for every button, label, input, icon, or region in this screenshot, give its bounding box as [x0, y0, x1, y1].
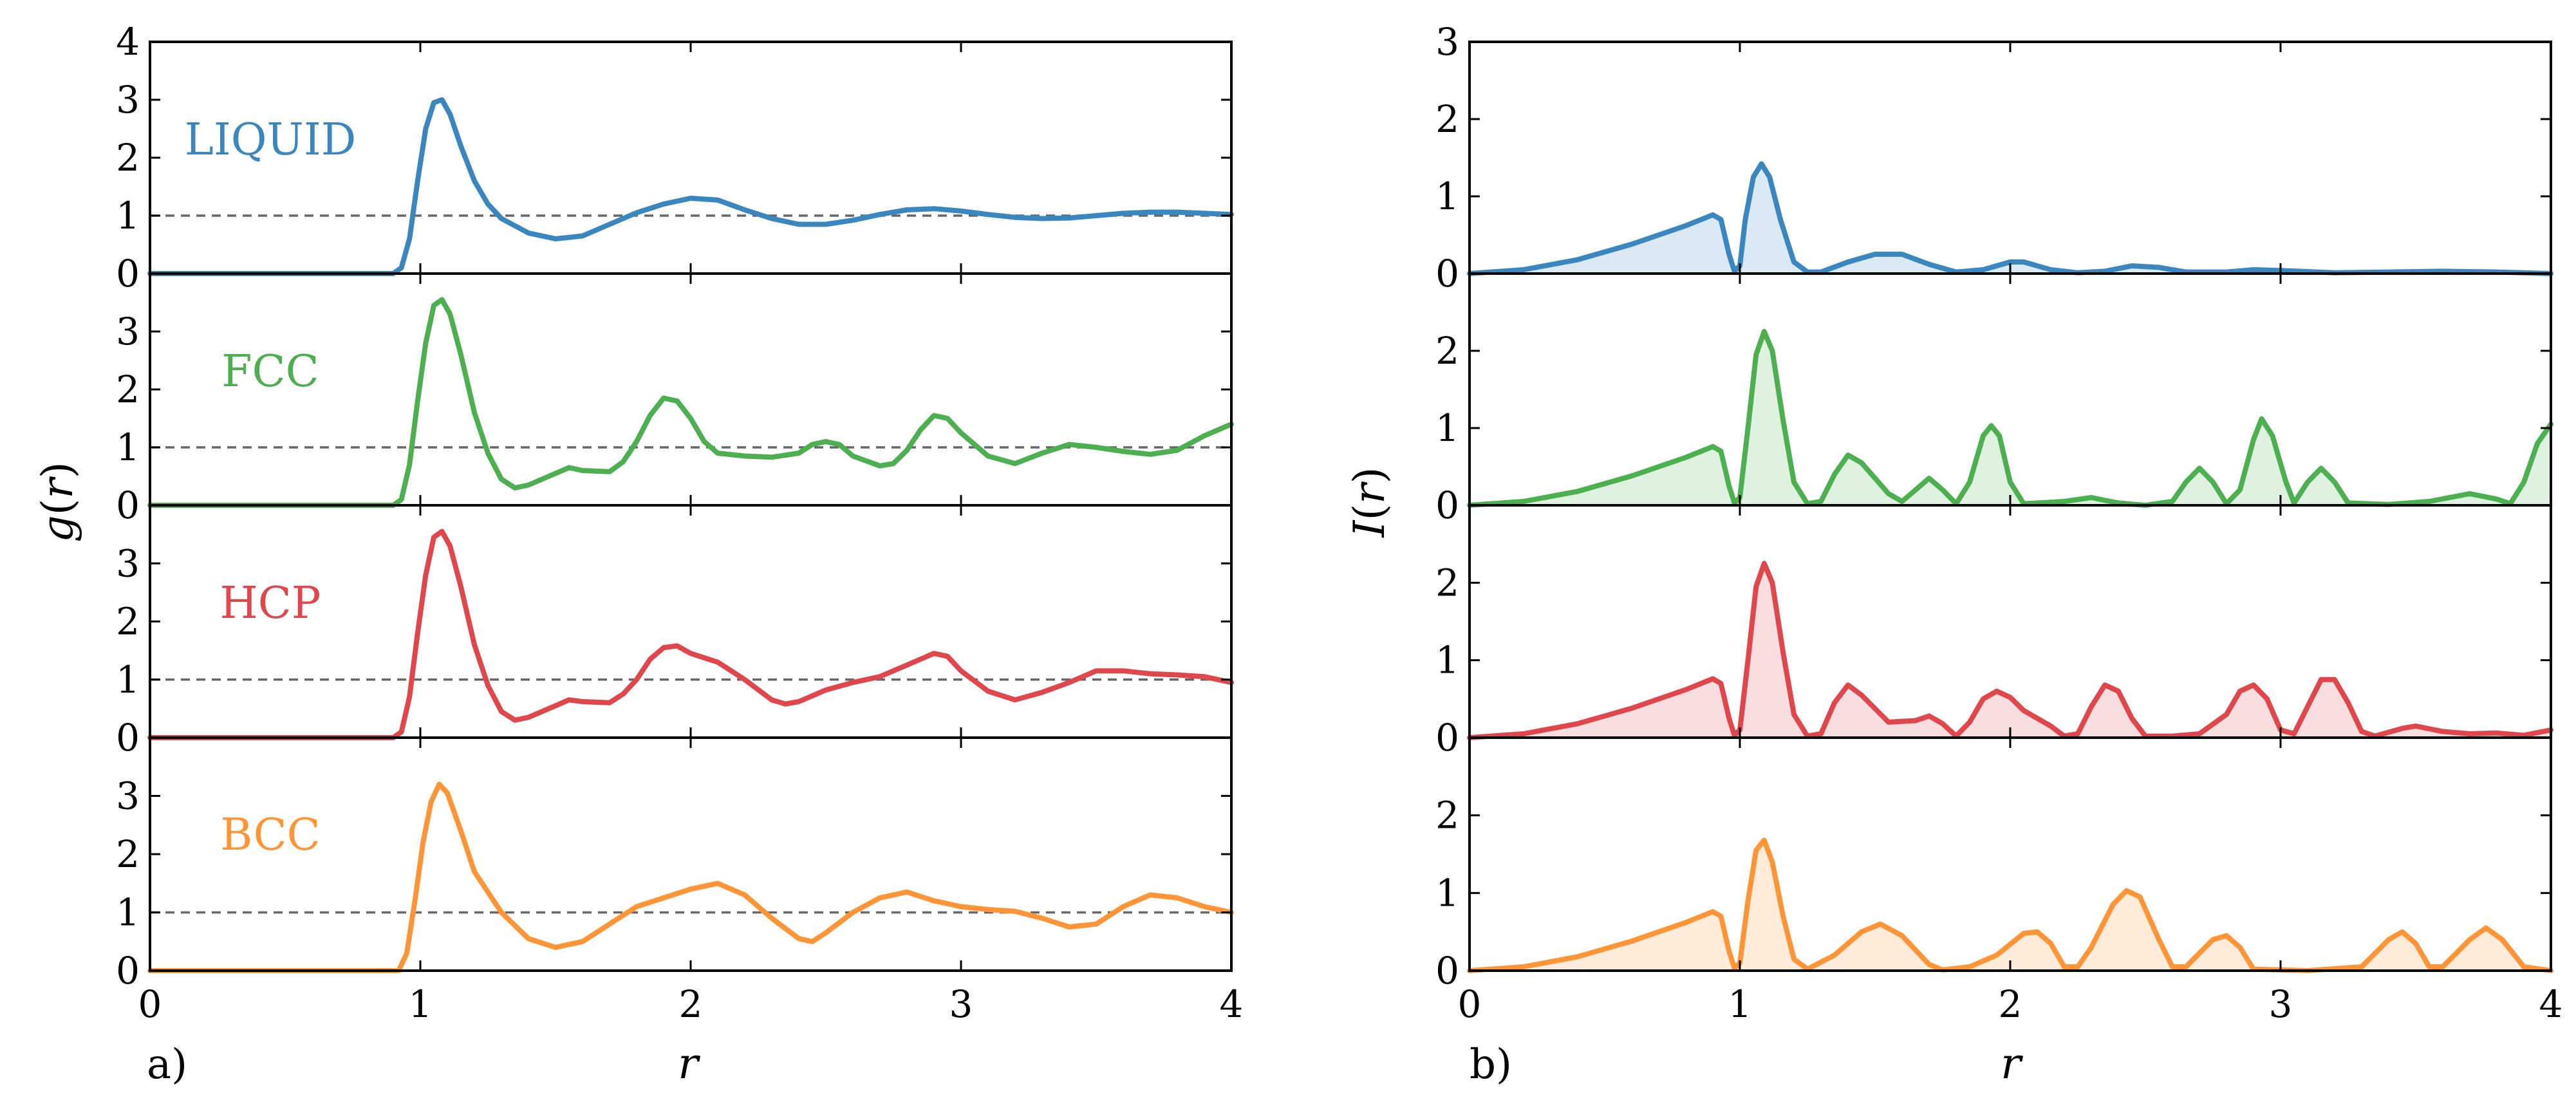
y-tick-label: 0 [1435, 483, 1459, 527]
y-tick-label: 1 [1435, 406, 1459, 450]
subplot-fcc: 0 1 2 [1435, 272, 2553, 527]
y-tick-label: 4 [116, 20, 140, 64]
y-tick-label: 1 [116, 194, 140, 238]
y-tick-label: 3 [1435, 20, 1459, 64]
series-label-liquid: LIQUID [185, 115, 356, 165]
y-tick-label: 0 [1435, 716, 1459, 760]
series-line-liquid [1467, 161, 2553, 276]
series-label-fcc: FCC [221, 346, 319, 397]
series-line-hcp [1467, 561, 2553, 740]
y-tick-label: 0 [116, 483, 140, 527]
panel-b-ylabel-close-paren: ) [1345, 467, 1394, 483]
x-tick-label: 2 [679, 982, 703, 1026]
y-tick-label: 2 [1435, 561, 1459, 604]
panel-b-label: b) [1470, 1041, 1512, 1088]
x-tick-label: 0 [1458, 982, 1482, 1026]
panel-a-ylabel-func: g [33, 515, 82, 542]
panel-a-ylabel-close-paren: ) [33, 462, 82, 478]
subplot-frame [1468, 41, 2552, 275]
y-tick-label: 2 [1435, 794, 1459, 837]
subplot-bcc: 0 1 2 [1435, 736, 2553, 993]
y-tick-label: 3 [116, 774, 140, 818]
series-fill-hcp [1470, 563, 2551, 738]
subplot-bcc: 0 1 2 3 BCC [116, 736, 1234, 993]
panel-b-ir-chart: 0 1 2 3 0 1 2 0 1 2 0 1 2 0 1 2 3 4 [1435, 20, 2562, 1026]
panel-a-ylabel: g(r) [33, 462, 82, 542]
y-tick-label: 2 [116, 136, 140, 180]
y-tick-label: 0 [116, 716, 140, 760]
panel-b-ylabel-var: r [1345, 481, 1394, 504]
subplot-fcc: 0 1 2 3 FCC [116, 272, 1234, 527]
y-tick-label: 1 [1435, 639, 1459, 682]
subplot-hcp: 0 1 2 [1435, 504, 2553, 760]
y-tick-label: 2 [1435, 97, 1459, 141]
y-tick-label: 2 [116, 832, 140, 876]
series-line-fcc [1467, 329, 2553, 508]
subplot-frame [1468, 736, 2552, 972]
y-tick-label: 2 [116, 368, 140, 411]
x-tick-label: 2 [1999, 982, 2022, 1026]
x-tick-label: 4 [1220, 982, 1244, 1026]
x-tick-label: 3 [2269, 982, 2293, 1026]
panel-a-label: a) [147, 1041, 187, 1088]
y-tick-label: 3 [116, 310, 140, 353]
y-tick-label: 0 [1435, 252, 1459, 295]
panel-b-ylabel-open-paren: ( [1345, 504, 1394, 521]
y-tick-label: 0 [1435, 949, 1459, 993]
y-tick-label: 1 [116, 425, 140, 469]
x-tick-label: 3 [949, 982, 973, 1026]
y-tick-label: 1 [1435, 174, 1459, 218]
x-tick-label: 1 [409, 982, 433, 1026]
series-line-fcc [147, 297, 1234, 508]
series-label-hcp: HCP [219, 578, 321, 629]
y-tick-label: 0 [116, 252, 140, 295]
subplot-liquid: 0 1 2 3 4 LIQUID [116, 20, 1234, 295]
x-tick-label: 0 [138, 982, 162, 1026]
panel-a-gr-chart: 0 1 2 3 4 LIQUID 0 1 2 3 FCC 0 1 2 3 HCP 0 1 2 3 BCC 0 1 2 3 4 [116, 20, 1243, 1026]
y-tick-label: 1 [116, 891, 140, 935]
y-tick-label: 3 [116, 78, 140, 122]
y-tick-label: 3 [116, 541, 140, 585]
series-label-bcc: BCC [220, 810, 320, 861]
panel-b-xlabel: r [2001, 1039, 2023, 1088]
y-tick-label: 1 [116, 658, 140, 702]
panel-b-ylabel: I(r) [1345, 467, 1394, 537]
y-tick-label: 2 [1435, 329, 1459, 373]
panel-b-ylabel-func: I [1345, 519, 1394, 538]
y-tick-label: 2 [116, 600, 140, 644]
x-tick-label: 4 [2539, 982, 2563, 1026]
series-fill-liquid [1470, 163, 2551, 274]
y-tick-label: 0 [116, 949, 140, 993]
subplot-liquid: 0 1 2 3 [1435, 20, 2553, 295]
series-fill-bcc [1470, 840, 2551, 971]
series-line-hcp [147, 528, 1234, 740]
subplot-frame [1468, 272, 2552, 507]
series-line-liquid [147, 97, 1234, 276]
subplot-hcp: 0 1 2 3 HCP [116, 504, 1234, 760]
series-line-bcc [1467, 837, 2553, 973]
x-tick-label: 1 [1728, 982, 1752, 1026]
panel-a-ylabel-var: r [33, 476, 82, 499]
panel-a-xlabel: r [678, 1039, 700, 1088]
panel-a-ylabel-open-paren: ( [33, 499, 82, 516]
y-tick-label: 1 [1435, 871, 1459, 915]
series-line-bcc [147, 781, 1234, 973]
